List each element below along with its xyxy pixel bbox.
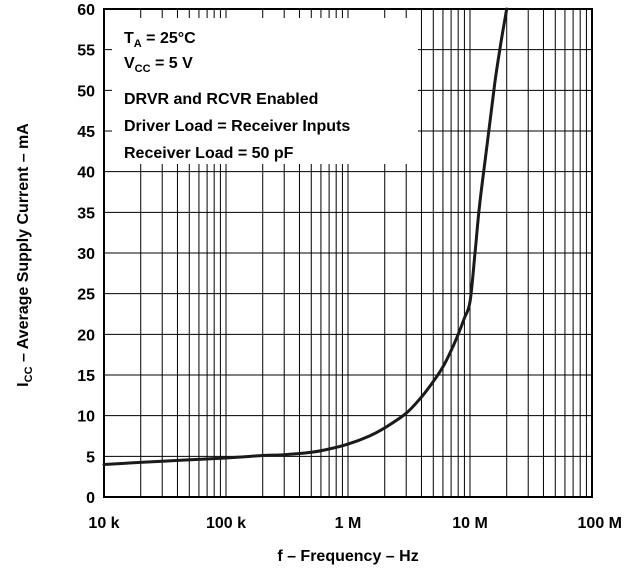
conditions-background — [112, 18, 418, 164]
y-tick-label: 30 — [77, 246, 95, 263]
y-tick-label: 50 — [77, 83, 95, 100]
y-axis-title: ICC – Average Supply Current – mA — [15, 123, 35, 387]
y-tick-label: 55 — [77, 43, 95, 60]
y-tick-label: 45 — [77, 124, 95, 141]
y-tick-label: 15 — [77, 368, 95, 385]
x-tick-label: 10 k — [88, 515, 119, 532]
conditions-box: TA = 25°C VCC = 5 V DRVR and RCVR Enable… — [112, 18, 418, 164]
y-tick-label: 20 — [77, 327, 95, 344]
y-tick-label: 25 — [77, 287, 95, 304]
annotation-line1: DRVR and RCVR Enabled — [124, 91, 318, 108]
x-tick-labels: 10 k 100 k 1 M 10 M 100 M — [88, 515, 622, 532]
x-tick-label: 100 M — [578, 515, 622, 532]
x-tick-label: 1 M — [335, 515, 362, 532]
y-tick-label: 0 — [86, 490, 95, 507]
x-axis-title: f – Frequency – Hz — [277, 548, 418, 565]
plot-frame — [103, 8, 593, 498]
y-tick-label: 60 — [77, 2, 95, 19]
x-tick-label: 10 M — [452, 515, 488, 532]
annotation-ta: TA = 25°C — [124, 30, 196, 50]
y-tick-label: 10 — [77, 409, 95, 426]
x-tick-label: 100 k — [206, 515, 246, 532]
annotation-line2: Driver Load = Receiver Inputs — [124, 118, 350, 135]
annotation-line3: Receiver Load = 50 pF — [124, 145, 294, 162]
y-tick-label: 5 — [86, 449, 95, 466]
annotation-vcc: VCC = 5 V — [124, 55, 193, 75]
y-tick-labels: 0 5 10 15 20 25 30 35 40 45 50 55 60 — [77, 2, 95, 507]
y-tick-label: 35 — [77, 205, 95, 222]
supply-current-curve — [102, 7, 509, 466]
y-tick-label: 40 — [77, 165, 95, 182]
